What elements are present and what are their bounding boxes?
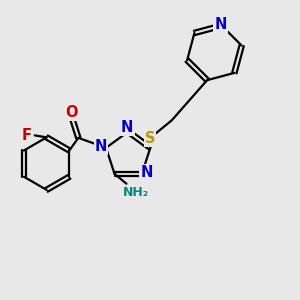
Text: N: N (214, 17, 227, 32)
Text: NH₂: NH₂ (123, 186, 149, 199)
Text: N: N (95, 139, 107, 154)
Text: S: S (145, 130, 155, 146)
Text: N: N (141, 165, 153, 180)
Text: N: N (121, 120, 134, 135)
Text: O: O (65, 105, 78, 120)
Text: F: F (22, 128, 32, 143)
